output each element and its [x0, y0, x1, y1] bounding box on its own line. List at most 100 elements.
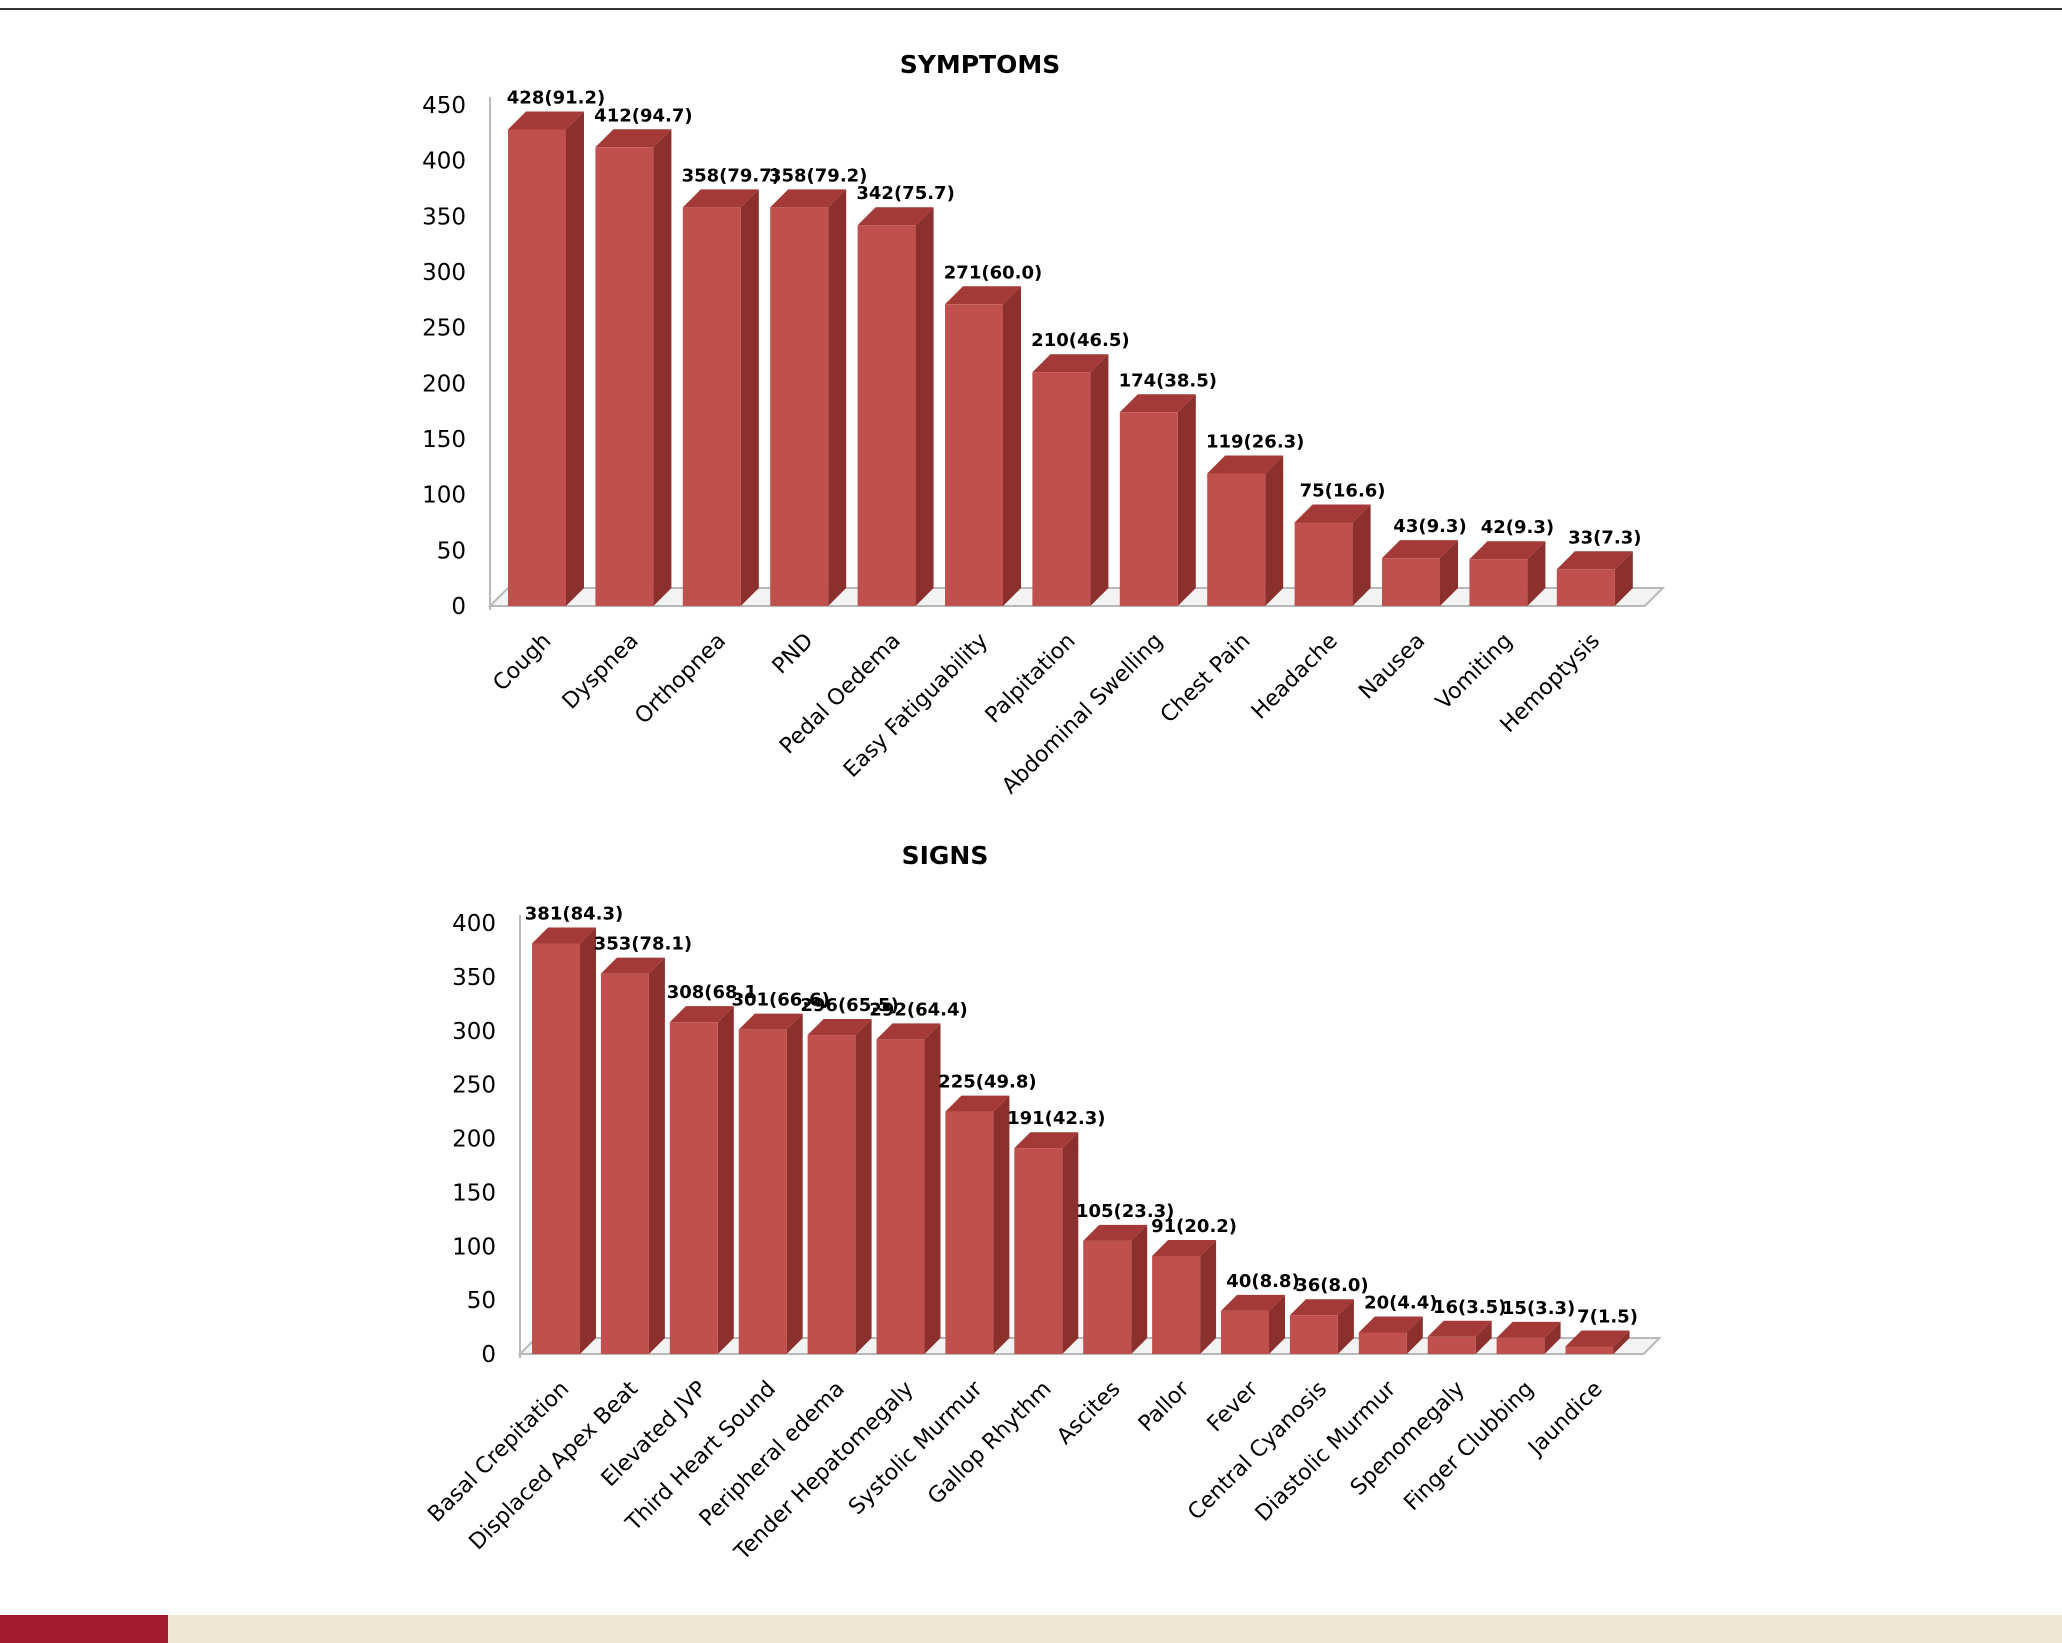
signs-y-tick-label: 400 [452, 911, 496, 937]
symptoms-y-tick-label: 350 [422, 204, 466, 230]
symptoms-data-label: 43(9.3) [1393, 516, 1466, 537]
symptoms-bar-side [1352, 504, 1371, 606]
signs-data-label: 16(3.5) [1433, 1297, 1506, 1318]
signs-bar-top [669, 1006, 734, 1023]
signs-bar [1221, 1294, 1285, 1354]
symptoms-bar-side [1265, 455, 1284, 606]
signs-data-label: 91(20.2) [1151, 1216, 1237, 1237]
top-rule [0, 0, 2062, 10]
signs-data-label: 292(64.4) [869, 999, 967, 1020]
signs-bar [1496, 1321, 1561, 1354]
signs-category-label: Pallor [1134, 1376, 1195, 1437]
signs-bar-top [807, 1019, 872, 1036]
signs-bar [1289, 1299, 1354, 1354]
signs-bar [1083, 1224, 1148, 1354]
symptoms-bar-top [508, 111, 584, 130]
symptoms-bar-side [566, 111, 584, 606]
symptoms-data-label: 428(91.2) [507, 87, 605, 108]
signs-bar-front [532, 943, 580, 1354]
symptoms-bar-front [1382, 558, 1440, 606]
signs-bar-side [1406, 1316, 1423, 1354]
signs-bar-top [876, 1023, 941, 1040]
signs-bar-side [993, 1095, 1010, 1354]
symptoms-category-label: Easy Fatiguability [839, 629, 993, 783]
symptoms-bar-front [508, 129, 566, 606]
signs-data-label: 296(65.5) [800, 995, 898, 1016]
symptoms-bar-top [857, 207, 934, 226]
signs-bar [738, 1013, 803, 1354]
signs-bar-front [1496, 1337, 1545, 1354]
signs-bar-front [1221, 1310, 1269, 1354]
symptoms-bar [1119, 394, 1196, 606]
signs-bar-top [1565, 1330, 1630, 1347]
footer-band [0, 1615, 2062, 1643]
signs-bar-front [1014, 1148, 1063, 1354]
symptoms-bar-top [1469, 541, 1546, 560]
symptoms-data-label: 358(79.7) [682, 165, 780, 186]
signs-bar-top [1358, 1316, 1423, 1333]
symptoms-bar-front [1032, 372, 1091, 606]
signs-y-tick-label: 200 [452, 1127, 496, 1153]
symptoms-bar [682, 189, 759, 606]
symptoms-bar-top [1119, 394, 1196, 413]
symptoms-data-label: 75(16.6) [1300, 481, 1386, 502]
symptoms-bar-top [1382, 540, 1458, 559]
signs-bar-side [1062, 1132, 1079, 1354]
signs-data-label: 40(8.8) [1226, 1271, 1299, 1292]
symptoms-category-label: Dyspnea [558, 629, 644, 715]
symptoms-data-label: 119(26.3) [1206, 432, 1304, 453]
signs-data-label: 15(3.3) [1502, 1298, 1575, 1319]
signs-category-label: Fever [1203, 1376, 1264, 1437]
symptoms-bar-side [1177, 394, 1196, 606]
symptoms-chart: SYMPTOMS 0 50 100 150 200 250 300 350 400 450 428(9… [0, 40, 2062, 830]
signs-bar-top [1221, 1294, 1285, 1311]
symptoms-bar-side [653, 129, 672, 606]
symptoms-bar-top [1207, 455, 1284, 474]
signs-bar [669, 1006, 734, 1354]
signs-bar-front [807, 1035, 856, 1354]
symptoms-category-label: PND [768, 629, 819, 680]
symptoms-bar [1032, 354, 1109, 606]
signs-bar-front [945, 1111, 994, 1354]
signs-data-label: 105(23.3) [1076, 1201, 1174, 1222]
symptoms-bar [945, 286, 1021, 606]
footer-accent [0, 1615, 168, 1643]
symptoms-bar-front [1294, 522, 1353, 606]
symptoms-title: SYMPTOMS [900, 50, 1061, 79]
signs-bar-top [1427, 1320, 1492, 1337]
symptoms-y-tick-label: 0 [451, 594, 466, 620]
signs-bar-front [1358, 1332, 1407, 1354]
symptoms-data-label: 174(38.5) [1119, 370, 1217, 391]
signs-bar-top [1083, 1224, 1148, 1241]
symptoms-bar [1207, 455, 1284, 606]
symptoms-y-tick-label: 100 [422, 483, 466, 509]
signs-bar [532, 927, 596, 1354]
symptoms-data-label: 412(94.7) [594, 105, 692, 126]
symptoms-bar-front [1469, 559, 1528, 606]
symptoms-bar-side [740, 189, 759, 606]
symptoms-category-label: Cough [489, 629, 557, 697]
signs-bar-front [600, 973, 649, 1354]
symptoms-category-label: Headache [1247, 629, 1343, 725]
symptoms-data-label: 33(7.3) [1568, 527, 1641, 548]
signs-category-label: Gallop Rhythm [923, 1377, 1056, 1510]
signs-data-label: 301(66.6) [731, 990, 829, 1011]
signs-category-label: Ascites [1052, 1377, 1125, 1450]
signs-y-tick-label: 0 [481, 1342, 496, 1368]
symptoms-bar-front [945, 304, 1003, 606]
signs-bar-top [600, 957, 665, 974]
signs-bar-top [1496, 1321, 1561, 1338]
signs-bar-top [1289, 1299, 1354, 1316]
signs-bar-side [648, 957, 665, 1354]
symptoms-bar-side [1003, 286, 1021, 606]
signs-bar-front [738, 1029, 787, 1354]
signs-bar-side [717, 1006, 734, 1354]
signs-y-tick-label: 350 [452, 965, 496, 991]
signs-y-tick-label: 100 [452, 1234, 496, 1260]
signs-bar [1565, 1330, 1630, 1354]
symptoms-bar [770, 189, 847, 606]
symptoms-bar-top [1032, 354, 1109, 373]
signs-bar-side [580, 927, 596, 1354]
signs-bar-front [1289, 1315, 1338, 1354]
